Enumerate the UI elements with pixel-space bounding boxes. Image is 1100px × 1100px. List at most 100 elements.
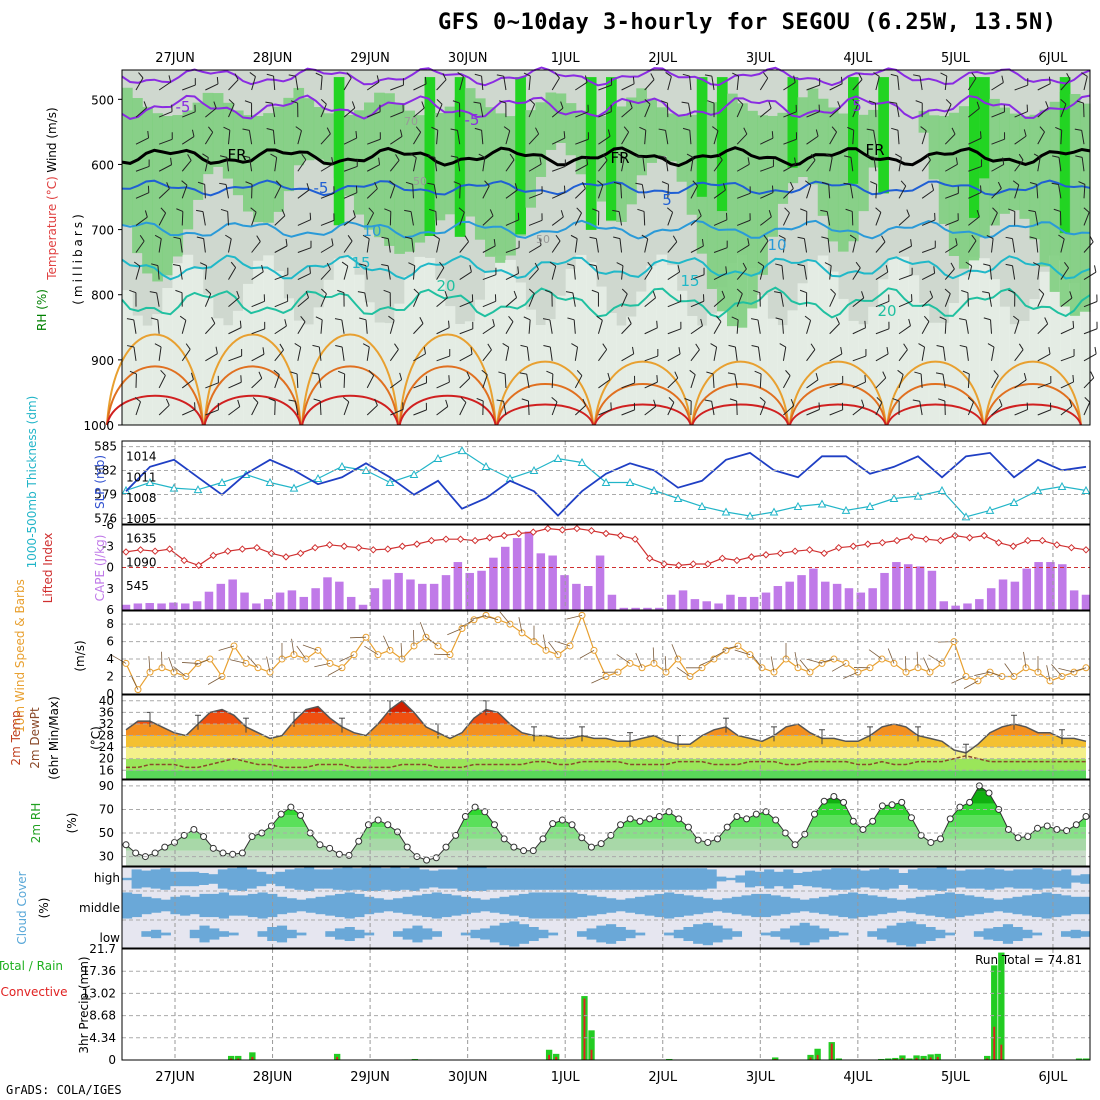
precip-total-bar	[984, 1055, 991, 1060]
wind-barb-flag	[747, 157, 750, 165]
precip-convective-bar	[901, 1057, 904, 1060]
wind-barb-shaft	[251, 328, 265, 335]
wind-barb-shaft	[1060, 103, 1067, 118]
cloud-bar	[735, 875, 746, 883]
cloud-bar	[199, 925, 210, 943]
wind-barb-shaft	[135, 265, 141, 280]
wind-barb	[968, 101, 980, 118]
wind-barb-shaft	[482, 300, 496, 308]
cloud-bar	[480, 928, 491, 940]
li-point	[645, 554, 654, 562]
wind-barb	[829, 288, 836, 307]
wind-barb	[713, 290, 726, 308]
wind-barb-shaft	[783, 188, 794, 199]
wind-barb	[205, 375, 219, 389]
cloud-bar	[1080, 896, 1091, 915]
wind-barb	[829, 76, 843, 91]
wind-barb	[242, 155, 253, 172]
cape-bar	[477, 570, 486, 610]
wind-barb-shaft	[919, 401, 923, 416]
cloud-bar	[160, 868, 171, 890]
wind-barb	[598, 78, 613, 91]
wind-barb	[452, 100, 461, 118]
wind-barb-shaft	[757, 319, 761, 334]
cloud-bar	[509, 921, 520, 947]
wind-barb-flag	[170, 157, 173, 165]
date-label-top: 1JUL	[551, 51, 581, 66]
wind-barb-flag	[290, 371, 298, 375]
wind-barb-flag	[971, 72, 977, 79]
wind-barb-flag	[710, 343, 717, 348]
wind-barb-flag	[1069, 399, 1073, 407]
wind-barb-shaft	[690, 274, 705, 281]
wind-barb	[315, 72, 323, 91]
precip-convective-bar	[230, 1058, 233, 1060]
wind-barb-shaft	[528, 268, 539, 280]
wind-barb-flag	[915, 100, 923, 104]
cloud-bar	[869, 869, 880, 889]
wind-barb-flag	[368, 207, 374, 214]
wind-barb-flag	[466, 371, 471, 379]
wind-barb	[751, 318, 761, 334]
li-point	[922, 535, 930, 543]
wind-barb	[821, 236, 831, 253]
wind-barb	[158, 75, 172, 91]
wind-barb	[1008, 208, 1016, 226]
precip-total-bar	[588, 1030, 595, 1060]
wind-barb-shaft	[574, 405, 586, 416]
cloud-bar	[1060, 895, 1072, 916]
wind-barb-shaft	[852, 103, 859, 118]
wind-barb	[251, 235, 261, 253]
data-point	[673, 493, 683, 502]
cloud-bar	[944, 932, 955, 936]
precip-convective-bar	[936, 1056, 939, 1060]
wind-barb-shaft	[228, 297, 240, 308]
data-point	[345, 851, 353, 859]
wind-barb	[1028, 209, 1039, 226]
cloud-panel-frame	[121, 866, 1091, 949]
cloud-bar	[1060, 931, 1072, 937]
wind-barb-shaft	[898, 245, 912, 253]
wind-barb	[413, 288, 420, 307]
wind-barb-shaft	[251, 377, 263, 389]
wind-barb-flag	[143, 101, 148, 109]
temp-tick: 16	[99, 763, 114, 777]
wind-barb-flag	[560, 101, 564, 109]
pressure-tick-label: 900	[91, 354, 114, 368]
wind-barb-shaft	[598, 379, 611, 389]
wind-barb-flag	[987, 343, 995, 348]
rh-dry-patch	[1059, 260, 1071, 425]
wind-barb-flag	[315, 316, 323, 321]
wind-barb	[991, 370, 999, 389]
wind-barb-shaft	[921, 189, 934, 199]
data-point	[801, 830, 809, 838]
wind-barb-flag	[196, 209, 204, 213]
wind-barb-flag	[394, 343, 399, 350]
cape-bar	[216, 583, 226, 610]
cape-bar	[1034, 562, 1043, 610]
wind-barb-shaft	[296, 373, 299, 388]
cloud-bar	[441, 893, 452, 918]
date-label-top: 28JUN	[253, 51, 293, 66]
wind-barb	[1053, 208, 1062, 226]
wind-barb	[266, 656, 271, 673]
wind-barb	[295, 126, 302, 145]
wind-barb-flag	[288, 74, 296, 77]
wind-barb-shaft	[827, 238, 831, 253]
data-point	[297, 811, 305, 819]
wind-barb	[945, 157, 958, 172]
wind-barb	[343, 72, 352, 91]
wind-barb-flag	[992, 207, 998, 214]
wind-barb	[135, 101, 148, 118]
wind-barb	[782, 207, 790, 226]
wind-barb	[945, 213, 959, 226]
cape-bar	[903, 564, 913, 610]
wind-barb-flag	[410, 153, 417, 158]
data-point	[587, 843, 595, 851]
rh-dry-patch	[172, 263, 184, 425]
cloud-bar	[838, 893, 849, 918]
wind-barb-flag	[185, 343, 191, 350]
wind-barb	[413, 76, 427, 91]
wind-barb-shaft	[390, 136, 403, 145]
wind-barb	[751, 654, 763, 669]
